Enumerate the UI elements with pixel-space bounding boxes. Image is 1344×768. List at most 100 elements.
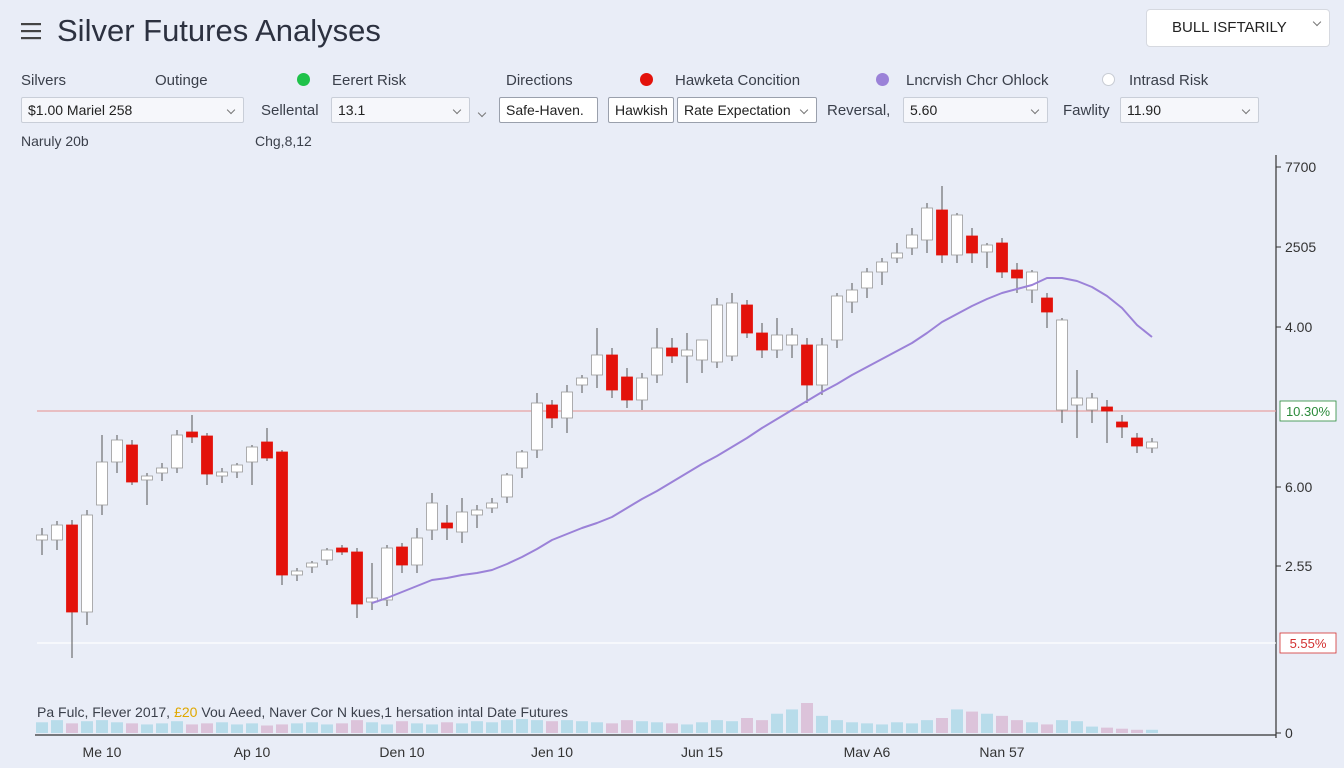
indicator-label[interactable]: Hawketa Concition — [675, 72, 801, 89]
toolbar-label: Directions — [506, 72, 573, 89]
dropdown-label: BULL ISFTARILY — [1172, 19, 1287, 36]
reference-label-box — [1279, 400, 1337, 422]
toolbar-label: Silvers — [21, 72, 67, 89]
volume-bar — [861, 723, 873, 733]
volume-bar — [96, 720, 108, 733]
x-tick-label: Mav A6 — [844, 744, 891, 760]
candle-body — [831, 295, 843, 341]
volume-bar — [171, 721, 183, 733]
candle-body — [531, 402, 543, 451]
volume-bar — [471, 721, 483, 733]
note: Naruly 20b — [21, 133, 89, 149]
volume-bar — [891, 722, 903, 733]
candle-body — [756, 332, 768, 351]
strategy-dropdown[interactable]: BULL ISFTARILY — [1146, 9, 1330, 47]
candle-body — [936, 209, 948, 256]
button[interactable]: Safe-Haven. — [499, 97, 598, 123]
x-tick-label: Den 10 — [379, 744, 424, 760]
indicator-label[interactable]: Intrasd Risk — [1129, 72, 1209, 89]
candle-body — [1056, 319, 1068, 411]
page-title: Silver Futures Analyses — [57, 13, 381, 48]
volume-bar — [546, 721, 558, 733]
candle-body — [126, 444, 138, 483]
select[interactable]: $1.00 Mariel 258 — [21, 97, 244, 123]
volume-bar — [321, 724, 333, 733]
candle-body — [186, 431, 198, 438]
candle-body — [336, 547, 348, 553]
candle-body — [1041, 297, 1053, 313]
volume-bar — [996, 715, 1008, 733]
volume-bar — [1101, 727, 1113, 733]
volume-bar — [966, 711, 978, 733]
volume-bar — [66, 723, 78, 733]
candle-body — [606, 354, 618, 391]
menu-icon[interactable] — [21, 22, 43, 40]
select-value: 11.90 — [1127, 102, 1161, 118]
candle-body — [36, 534, 48, 541]
indicator-label[interactable]: Eerert Risk — [332, 72, 407, 89]
chevron[interactable] — [476, 101, 494, 117]
volume-bar — [1056, 720, 1068, 733]
candle-body — [201, 435, 213, 475]
y-tick-label: 2505 — [1285, 239, 1316, 255]
candle-body — [546, 404, 558, 419]
volume-bar — [711, 720, 723, 733]
candle-body — [246, 446, 258, 463]
volume-bar — [486, 722, 498, 733]
x-tick-label: Nan 57 — [979, 744, 1024, 760]
indicator-dot — [640, 73, 653, 86]
volume-bar — [51, 720, 63, 733]
volume-bar — [771, 713, 783, 733]
volume-bar — [591, 722, 603, 733]
select[interactable]: Rate Expectation — [677, 97, 817, 123]
volume-bar — [156, 723, 168, 733]
volume-bar — [1041, 724, 1053, 733]
candle-body — [876, 261, 888, 273]
field-label: Reversal, — [827, 102, 891, 119]
select-value: 13.1 — [338, 102, 366, 118]
volume-bar — [426, 724, 438, 733]
candle-body — [666, 347, 678, 357]
volume-bar — [186, 724, 198, 733]
candle-body — [216, 471, 228, 477]
candle-body — [561, 391, 573, 419]
note: Chg,8,12 — [255, 133, 312, 149]
volume-bar — [1146, 729, 1158, 733]
volume-bar — [231, 724, 243, 733]
candle-body — [906, 234, 918, 249]
candle-body — [861, 271, 873, 289]
indicator-label[interactable]: Lncrvish Chcr Ohlock — [906, 72, 1049, 89]
select[interactable]: 5.60 — [903, 97, 1048, 123]
trend-line — [371, 277, 1153, 604]
volume-bar — [816, 715, 828, 733]
volume-bar — [216, 722, 228, 733]
candle-body — [1101, 406, 1113, 412]
volume-bar — [1011, 720, 1023, 733]
select[interactable]: 13.1 — [331, 97, 470, 123]
candle-body — [291, 570, 303, 576]
candle-body — [381, 547, 393, 601]
volume-bar — [36, 722, 48, 733]
volume-bar — [441, 722, 453, 733]
y-tick-label: 4.00 — [1285, 319, 1312, 335]
volume-bar — [351, 720, 363, 733]
x-tick-label: Jun 15 — [681, 744, 723, 760]
volume-bar — [1131, 729, 1143, 733]
caption-part: Pa Fulc, Flever 2017, — [37, 704, 170, 720]
volume-bar — [336, 723, 348, 733]
select[interactable]: 11.90 — [1120, 97, 1259, 123]
candle-body — [711, 304, 723, 363]
volume-bar — [636, 721, 648, 733]
candle-body — [891, 252, 903, 259]
select-value: Rate Expectation — [684, 102, 791, 118]
candle-body — [51, 524, 63, 541]
select-value: $1.00 Mariel 258 — [28, 102, 133, 118]
volume-bar — [681, 724, 693, 733]
volume-bar — [756, 720, 768, 733]
candle-body — [636, 377, 648, 401]
volume-bar — [921, 720, 933, 733]
candle-body — [81, 514, 93, 613]
button[interactable]: Hawkish — [608, 97, 674, 123]
candle-body — [996, 242, 1008, 273]
